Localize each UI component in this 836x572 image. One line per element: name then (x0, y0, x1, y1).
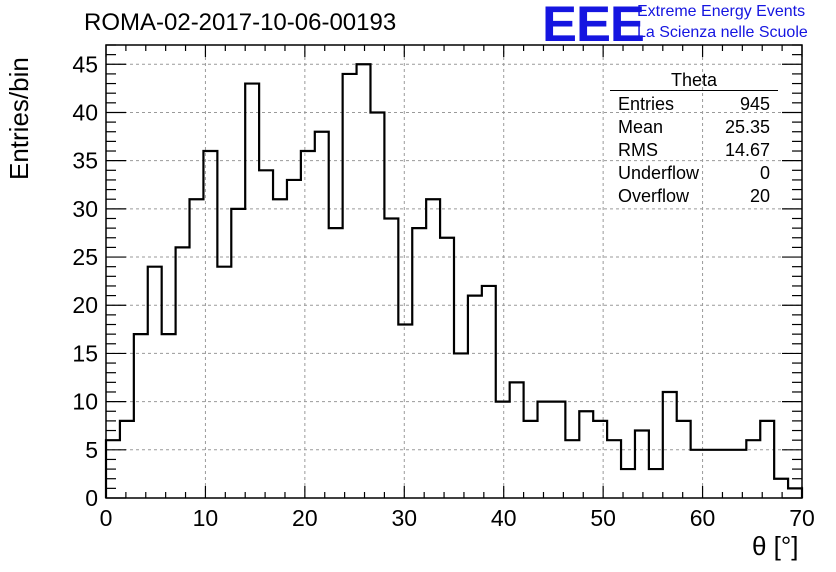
histogram-bin (245, 84, 259, 498)
y-tick-label: 35 (72, 148, 98, 174)
histogram-bin (746, 440, 760, 498)
histogram-bin (301, 151, 315, 498)
stats-value: 20 (749, 186, 770, 206)
histogram-bin (259, 170, 273, 498)
histogram-bin (162, 334, 176, 498)
histogram-bin (774, 479, 788, 498)
eee-logo: EEE (542, 0, 645, 52)
histogram-bin (440, 238, 454, 498)
histogram-bin (120, 421, 134, 498)
stats-label: RMS (618, 140, 658, 160)
stats-label: Entries (618, 94, 675, 114)
stats-row-overflow: Overflow 20 (610, 185, 778, 208)
histogram-bin (663, 392, 677, 498)
x-tick-label: 40 (491, 505, 517, 531)
x-tick-label: 50 (590, 505, 616, 531)
stats-row-entries: Entries 945 (610, 93, 778, 116)
histogram-bin (315, 132, 329, 498)
histogram-bin (343, 74, 357, 498)
chart-title: ROMA-02-2017-10-06-00193 (84, 9, 397, 36)
logo-subtitle-1: Extreme Energy Events (637, 3, 806, 20)
x-tick-label: 30 (391, 505, 417, 531)
histogram-bin (607, 440, 621, 498)
plot-frame (105, 44, 803, 499)
histogram-bin (426, 199, 440, 498)
histogram-bin (468, 296, 482, 498)
stats-label: Mean (618, 117, 664, 137)
x-tick-label: 20 (292, 505, 318, 531)
histogram-bin (649, 469, 663, 498)
x-tick-label: 10 (193, 505, 219, 531)
histogram-bin (677, 421, 691, 498)
histogram-bin (190, 199, 204, 498)
stats-title: Theta (670, 70, 718, 90)
histogram-series-line (104, 63, 804, 498)
y-tick-label: 40 (72, 99, 98, 125)
histogram-bin (718, 450, 732, 498)
histogram-bin (788, 488, 802, 498)
y-tick-label: 10 (72, 389, 98, 415)
x-tick-label: 60 (690, 505, 716, 531)
y-tick-label: 30 (72, 196, 98, 222)
y-tick-label: 0 (85, 485, 98, 511)
x-tick-label: 70 (789, 505, 815, 531)
stats-row-underflow: Underflow 0 (610, 162, 778, 185)
histogram-bin (579, 411, 593, 498)
stats-value: 25.35 (724, 117, 770, 137)
histogram-bin (454, 353, 468, 498)
stats-value: 14.67 (724, 140, 770, 160)
y-tick-label: 20 (72, 292, 98, 318)
histogram-bin (565, 440, 579, 498)
histogram-bin (384, 218, 398, 498)
histogram-bin (593, 421, 607, 498)
histogram-bin (329, 228, 343, 498)
histogram-bin (217, 267, 231, 498)
y-tick-label: 5 (85, 437, 98, 463)
histogram-bin (732, 450, 746, 498)
histogram-bin (482, 286, 496, 498)
stats-label: Overflow (618, 186, 690, 206)
y-tick-label: 15 (72, 340, 98, 366)
histogram-bin (176, 247, 190, 498)
x-axis-label: θ [°] (752, 531, 799, 561)
stats-box: Theta Entries 945 Mean 25.35 RMS 14.67 U… (610, 70, 778, 208)
histogram-bin (412, 228, 426, 498)
histogram-bin (510, 382, 524, 498)
histogram-bin (148, 267, 162, 498)
histogram-bin (635, 431, 649, 498)
stats-divider (610, 90, 778, 91)
stats-value: 0 (759, 163, 770, 183)
y-tick-label: 45 (72, 51, 98, 77)
histogram-bin (524, 421, 538, 498)
stats-label: Underflow (618, 163, 700, 183)
histogram-bin (357, 64, 371, 498)
histogram-bin (760, 421, 774, 498)
histogram-bin (273, 199, 287, 498)
histogram-bin (134, 334, 148, 498)
x-tick-label: 0 (100, 505, 113, 531)
y-tick-label: 25 (72, 244, 98, 270)
logo-subtitle-2: La Scienza nelle Scuole (637, 24, 808, 41)
stats-row-mean: Mean 25.35 (610, 116, 778, 139)
histogram-bin (398, 325, 412, 498)
stats-value: 945 (739, 94, 770, 114)
histogram-bin (705, 450, 719, 498)
stats-row-rms: RMS 14.67 (610, 139, 778, 162)
